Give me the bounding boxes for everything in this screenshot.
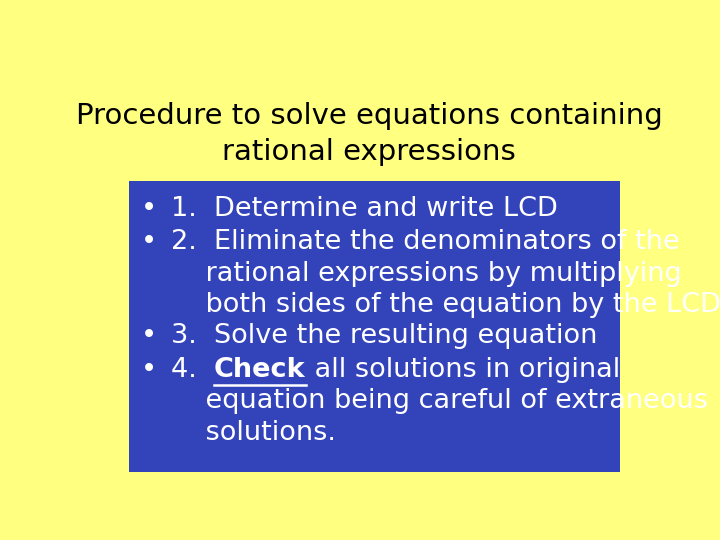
Text: all solutions in original: all solutions in original [305, 357, 620, 383]
Text: •: • [140, 322, 157, 349]
Text: Procedure to solve equations containing
rational expressions: Procedure to solve equations containing … [76, 102, 662, 166]
Text: 3.  Solve the resulting equation: 3. Solve the resulting equation [171, 322, 598, 349]
Text: •: • [140, 196, 157, 222]
Text: equation being careful of extraneous: equation being careful of extraneous [171, 388, 708, 414]
Text: 1.  Determine and write LCD: 1. Determine and write LCD [171, 196, 558, 222]
Text: rational expressions by multiplying: rational expressions by multiplying [171, 261, 682, 287]
Text: both sides of the equation by the LCD.: both sides of the equation by the LCD. [171, 292, 720, 318]
Text: •: • [140, 229, 157, 255]
Text: •: • [140, 357, 157, 383]
Text: 2.  Eliminate the denominators of the: 2. Eliminate the denominators of the [171, 229, 680, 255]
Text: solutions.: solutions. [171, 420, 336, 446]
FancyBboxPatch shape [129, 181, 620, 472]
Text: 4.: 4. [171, 357, 214, 383]
Text: Check: Check [214, 357, 305, 383]
